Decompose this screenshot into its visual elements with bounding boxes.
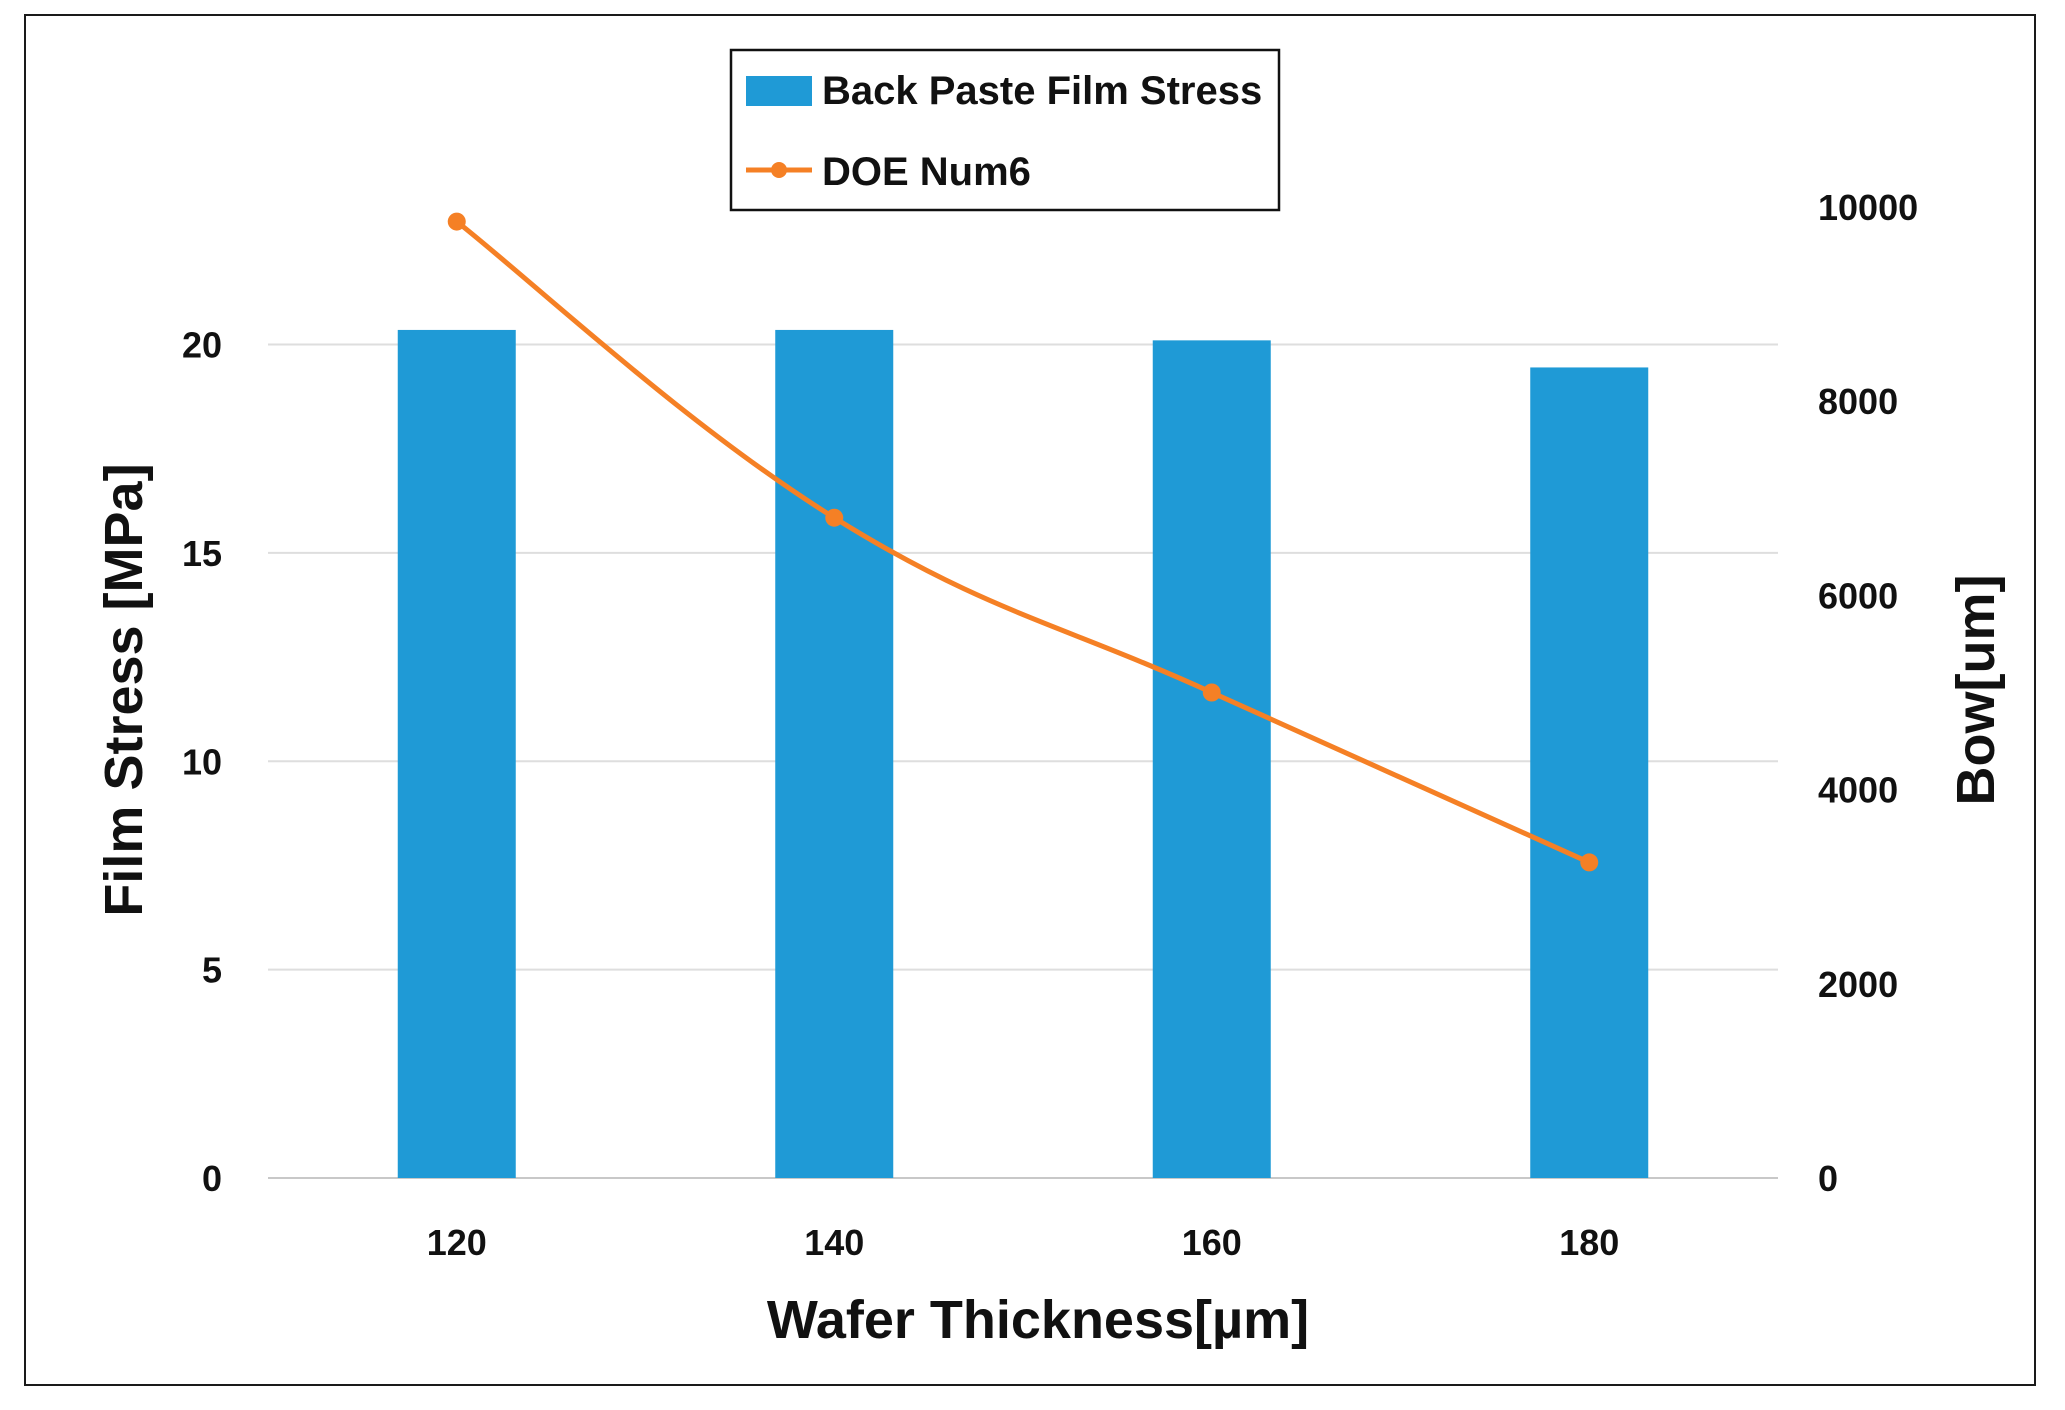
- chart-frame: [24, 14, 2036, 1386]
- y-left-tick-10: 10: [182, 741, 222, 782]
- y-left-tick-15: 15: [182, 533, 222, 574]
- point-doe-num6-120: [447, 212, 466, 231]
- x-tick-140: 140: [804, 1222, 864, 1263]
- legend-label-doe-num6: DOE Num6: [822, 150, 1031, 194]
- y-right-tick-8000: 8000: [1818, 381, 1898, 422]
- y-axis-right-title: Bow[um]: [1946, 575, 2006, 806]
- line-series: [447, 212, 1599, 872]
- legend-label-film-stress: Back Paste Film Stress: [822, 69, 1262, 113]
- x-axis-title: Wafer Thickness[µm]: [767, 1290, 1309, 1350]
- bar-series: [397, 329, 1649, 1179]
- x-tick-180: 180: [1559, 1222, 1619, 1263]
- legend-bar-swatch: [746, 76, 812, 106]
- line-doe-num6: [455, 219, 1591, 865]
- point-doe-num6-160: [1202, 683, 1221, 702]
- y-right-tick-4000: 4000: [1818, 770, 1898, 811]
- y-right-tick-0: 0: [1818, 1158, 1838, 1199]
- y-left-tick-20: 20: [182, 325, 222, 366]
- y-axis-left-title: Film Stress [MPa]: [94, 463, 154, 916]
- y-left-tick-5: 5: [202, 950, 222, 991]
- bar-160: [1152, 340, 1271, 1179]
- point-doe-num6-180: [1580, 853, 1599, 872]
- x-tick-160: 160: [1182, 1222, 1242, 1263]
- y-right-tick-6000: 6000: [1818, 575, 1898, 616]
- y-right-tick-2000: 2000: [1818, 964, 1898, 1005]
- legend: Back Paste Film Stress DOE Num6: [729, 48, 1281, 212]
- bar-120: [397, 329, 516, 1179]
- gridlines: [268, 343, 1778, 1179]
- y-left-tick-0: 0: [202, 1158, 222, 1199]
- x-tick-120: 120: [427, 1222, 487, 1263]
- bar-180: [1530, 367, 1649, 1178]
- tick-labels: 0 5 10 15 20 0 2000 4000 6000 8000 10000 120 140 160 1…: [182, 187, 1918, 1263]
- legend-box: [729, 48, 1281, 212]
- legend-line-marker: [771, 162, 787, 178]
- point-doe-num6-140: [825, 508, 844, 527]
- bar-140: [775, 329, 894, 1179]
- y-right-tick-10000: 10000: [1818, 187, 1918, 228]
